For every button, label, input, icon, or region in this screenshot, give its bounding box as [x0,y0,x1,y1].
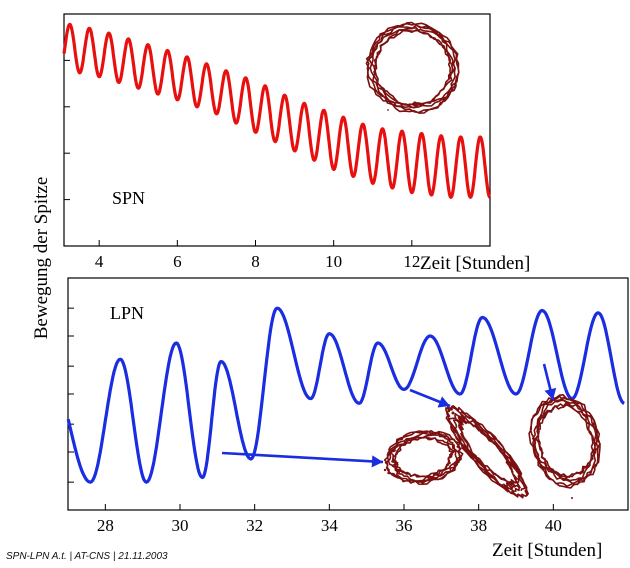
orbit-start-dot [412,101,418,107]
spn-x-tick-label: 4 [95,252,104,271]
lpn-x-tick-label: 28 [97,516,114,535]
annotation-arrowhead [437,396,450,408]
annotation-arrowhead [544,387,557,400]
spn-x-ticks: 4 6 8 10 12 [95,240,420,271]
spn-panel-label: SPN [112,188,145,208]
lpn-panel: 28 30 32 34 36 38 40 LPN Zeit [Stunden] [66,277,629,561]
lpn-x-tick-label: 34 [321,516,339,535]
orbit-speck [451,411,455,415]
lpn-x-tick-label: 30 [172,516,189,535]
orbit-speck [383,468,387,472]
spn-y-ticks [64,59,70,201]
spn-panel: 4 6 8 10 12 SPN Zeit [Stunden] [62,13,530,274]
orbit-speck [390,103,392,105]
lpn-x-tick-label: 40 [545,516,562,535]
annotation-arrowhead [371,455,383,468]
lpn-x-tick-label: 36 [396,516,413,535]
lpn-phase-orbit-insets [383,394,601,499]
spn-phase-orbit-inset [365,21,460,114]
lpn-x-axis-label: Zeit [Stunden] [492,540,602,561]
spn-series-line [62,22,492,199]
spn-x-tick-label: 10 [325,252,342,271]
spn-x-tick-label: 12 [403,252,420,271]
spn-x-tick-label: 6 [173,252,182,271]
lpn-series-line [66,306,625,484]
spn-x-axis-label: Zeit [Stunden] [420,253,530,274]
lpn-x-ticks: 28 30 32 34 36 38 40 [97,504,562,535]
spn-x-tick-label: 8 [251,252,260,271]
phase-orbit-trace [528,394,601,489]
orbit-speck [387,109,389,111]
lpn-arrows [221,363,557,468]
lpn-x-tick-label: 32 [246,516,263,535]
orbit-speck [571,497,573,499]
footer-citation: SPN-LPN A.t. | AT-CNS | 21.11.2003 [6,551,168,562]
phase-orbit-trace [383,430,464,485]
phase-orbit-trace [445,405,529,499]
phase-orbit-trace [365,21,460,114]
lpn-x-tick-label: 38 [470,516,487,535]
y-axis-label: Bewegung der Spitze [31,177,52,340]
annotation-arrow [221,451,384,464]
lpn-y-ticks [68,307,74,483]
spn-plot-frame [63,13,491,247]
lpn-panel-label: LPN [110,303,144,323]
